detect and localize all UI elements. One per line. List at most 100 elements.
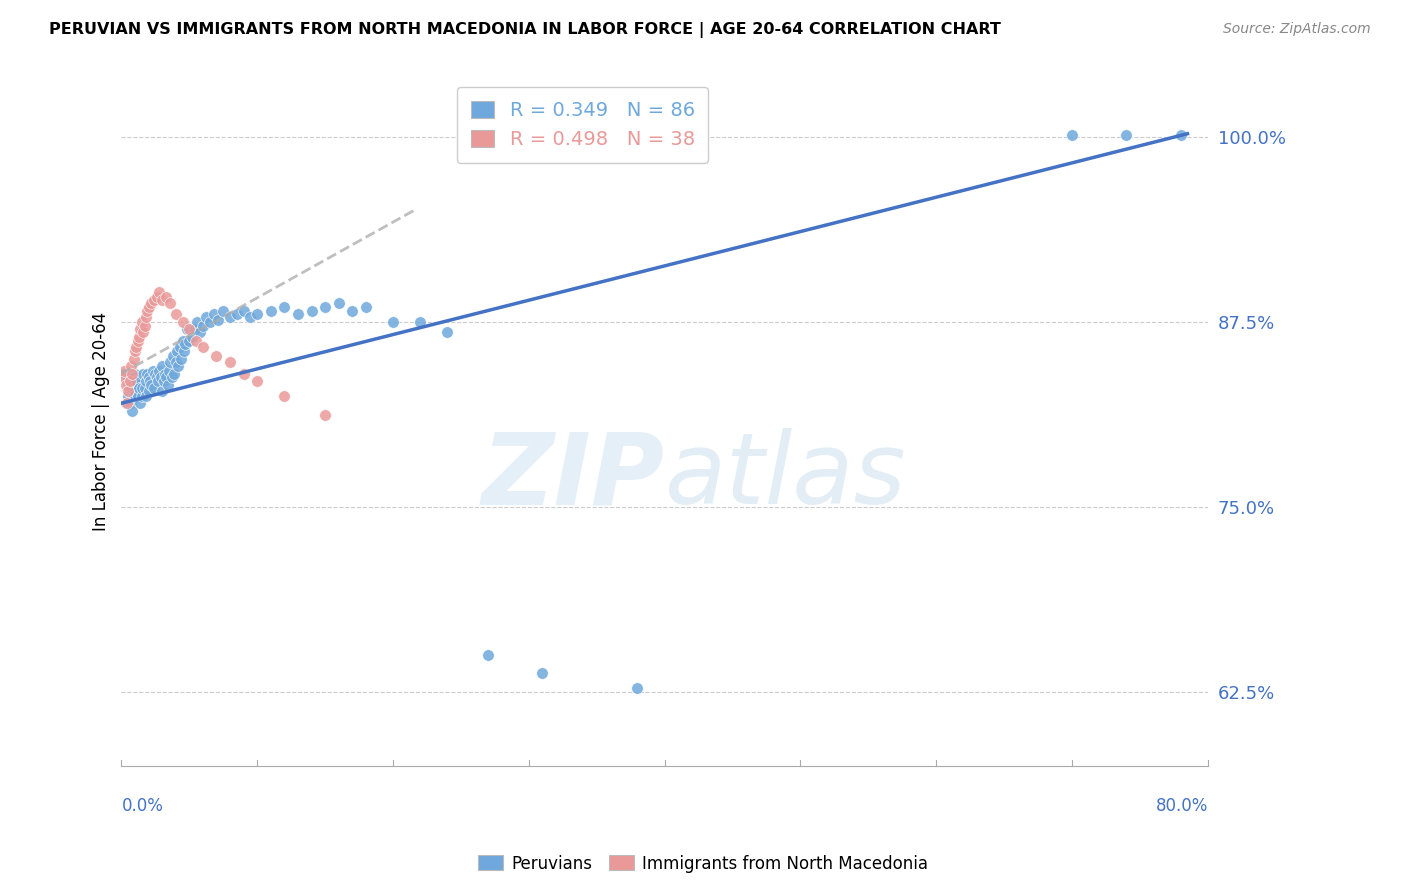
Point (184, 322, 207, 336)
Y-axis label: In Labor Force | Age 20-64: In Labor Force | Age 20-64 (93, 312, 110, 532)
Text: ZIP: ZIP (482, 428, 665, 525)
Point (131, 381, 153, 395)
Point (314, 300, 336, 314)
Point (111, 369, 134, 384)
Point (225, 307, 247, 321)
Point (128, 381, 150, 395)
Point (1060, 128, 1083, 143)
Point (1170, 128, 1192, 143)
Point (149, 369, 172, 384)
Point (163, 367, 186, 381)
Point (127, 334, 149, 348)
Point (191, 340, 214, 354)
Point (477, 648, 499, 662)
Point (145, 369, 167, 384)
Point (148, 285, 170, 300)
Point (148, 364, 170, 378)
Point (167, 359, 190, 374)
Point (125, 340, 148, 354)
Point (138, 300, 160, 314)
Point (115, 374, 138, 388)
Point (531, 665, 554, 680)
Point (382, 315, 405, 329)
Point (136, 304, 159, 318)
Point (626, 681, 648, 695)
Point (115, 396, 138, 410)
Point (150, 384, 173, 399)
Text: atlas: atlas (665, 428, 907, 525)
Point (176, 322, 198, 336)
Point (131, 389, 153, 403)
Point (273, 300, 295, 314)
Point (260, 304, 283, 318)
Point (165, 355, 187, 369)
Point (135, 374, 157, 388)
Point (174, 337, 197, 351)
Point (246, 374, 269, 388)
Point (114, 378, 136, 392)
Point (246, 307, 269, 321)
Point (153, 367, 176, 381)
Point (179, 334, 201, 348)
Point (136, 367, 159, 381)
Point (120, 359, 142, 374)
Point (129, 396, 152, 410)
Point (117, 389, 139, 403)
Point (138, 369, 160, 384)
Point (135, 310, 157, 325)
Text: PERUVIAN VS IMMIGRANTS FROM NORTH MACEDONIA IN LABOR FORCE | AGE 20-64 CORRELATI: PERUVIAN VS IMMIGRANTS FROM NORTH MACEDO… (49, 22, 1001, 38)
Point (124, 344, 146, 359)
Point (124, 367, 146, 381)
Point (188, 325, 211, 339)
Point (1115, 128, 1137, 143)
Point (207, 313, 229, 327)
Legend: Peruvians, Immigrants from North Macedonia: Peruvians, Immigrants from North Macedon… (471, 848, 935, 880)
Point (135, 389, 157, 403)
Point (157, 364, 180, 378)
Point (146, 374, 169, 388)
Point (219, 310, 242, 325)
Point (165, 307, 187, 321)
Text: 0.0%: 0.0% (121, 797, 163, 814)
Point (128, 329, 150, 343)
Point (132, 367, 155, 381)
Point (202, 307, 225, 321)
Point (118, 374, 141, 388)
Point (409, 315, 432, 329)
Point (169, 340, 191, 354)
Point (166, 344, 188, 359)
Point (117, 384, 139, 399)
Point (179, 322, 201, 336)
Point (150, 359, 173, 374)
Point (328, 295, 350, 310)
Point (121, 381, 143, 395)
Point (232, 367, 254, 381)
Point (118, 381, 141, 395)
Point (155, 290, 177, 304)
Point (160, 369, 183, 384)
Point (142, 364, 165, 378)
Point (121, 367, 143, 381)
Point (112, 364, 135, 378)
Point (120, 396, 142, 410)
Point (198, 315, 221, 329)
Point (143, 293, 166, 307)
Point (170, 351, 193, 366)
Point (184, 334, 207, 348)
Point (138, 384, 160, 399)
Point (155, 369, 177, 384)
Point (162, 349, 184, 363)
Point (122, 374, 145, 388)
Point (145, 367, 167, 381)
Point (112, 367, 135, 381)
Point (127, 389, 149, 403)
Point (354, 300, 377, 314)
Point (273, 389, 295, 403)
Point (287, 307, 309, 321)
Point (172, 315, 194, 329)
Point (129, 322, 152, 336)
Point (342, 304, 364, 318)
Point (205, 349, 228, 363)
Point (301, 304, 323, 318)
Point (122, 389, 145, 403)
